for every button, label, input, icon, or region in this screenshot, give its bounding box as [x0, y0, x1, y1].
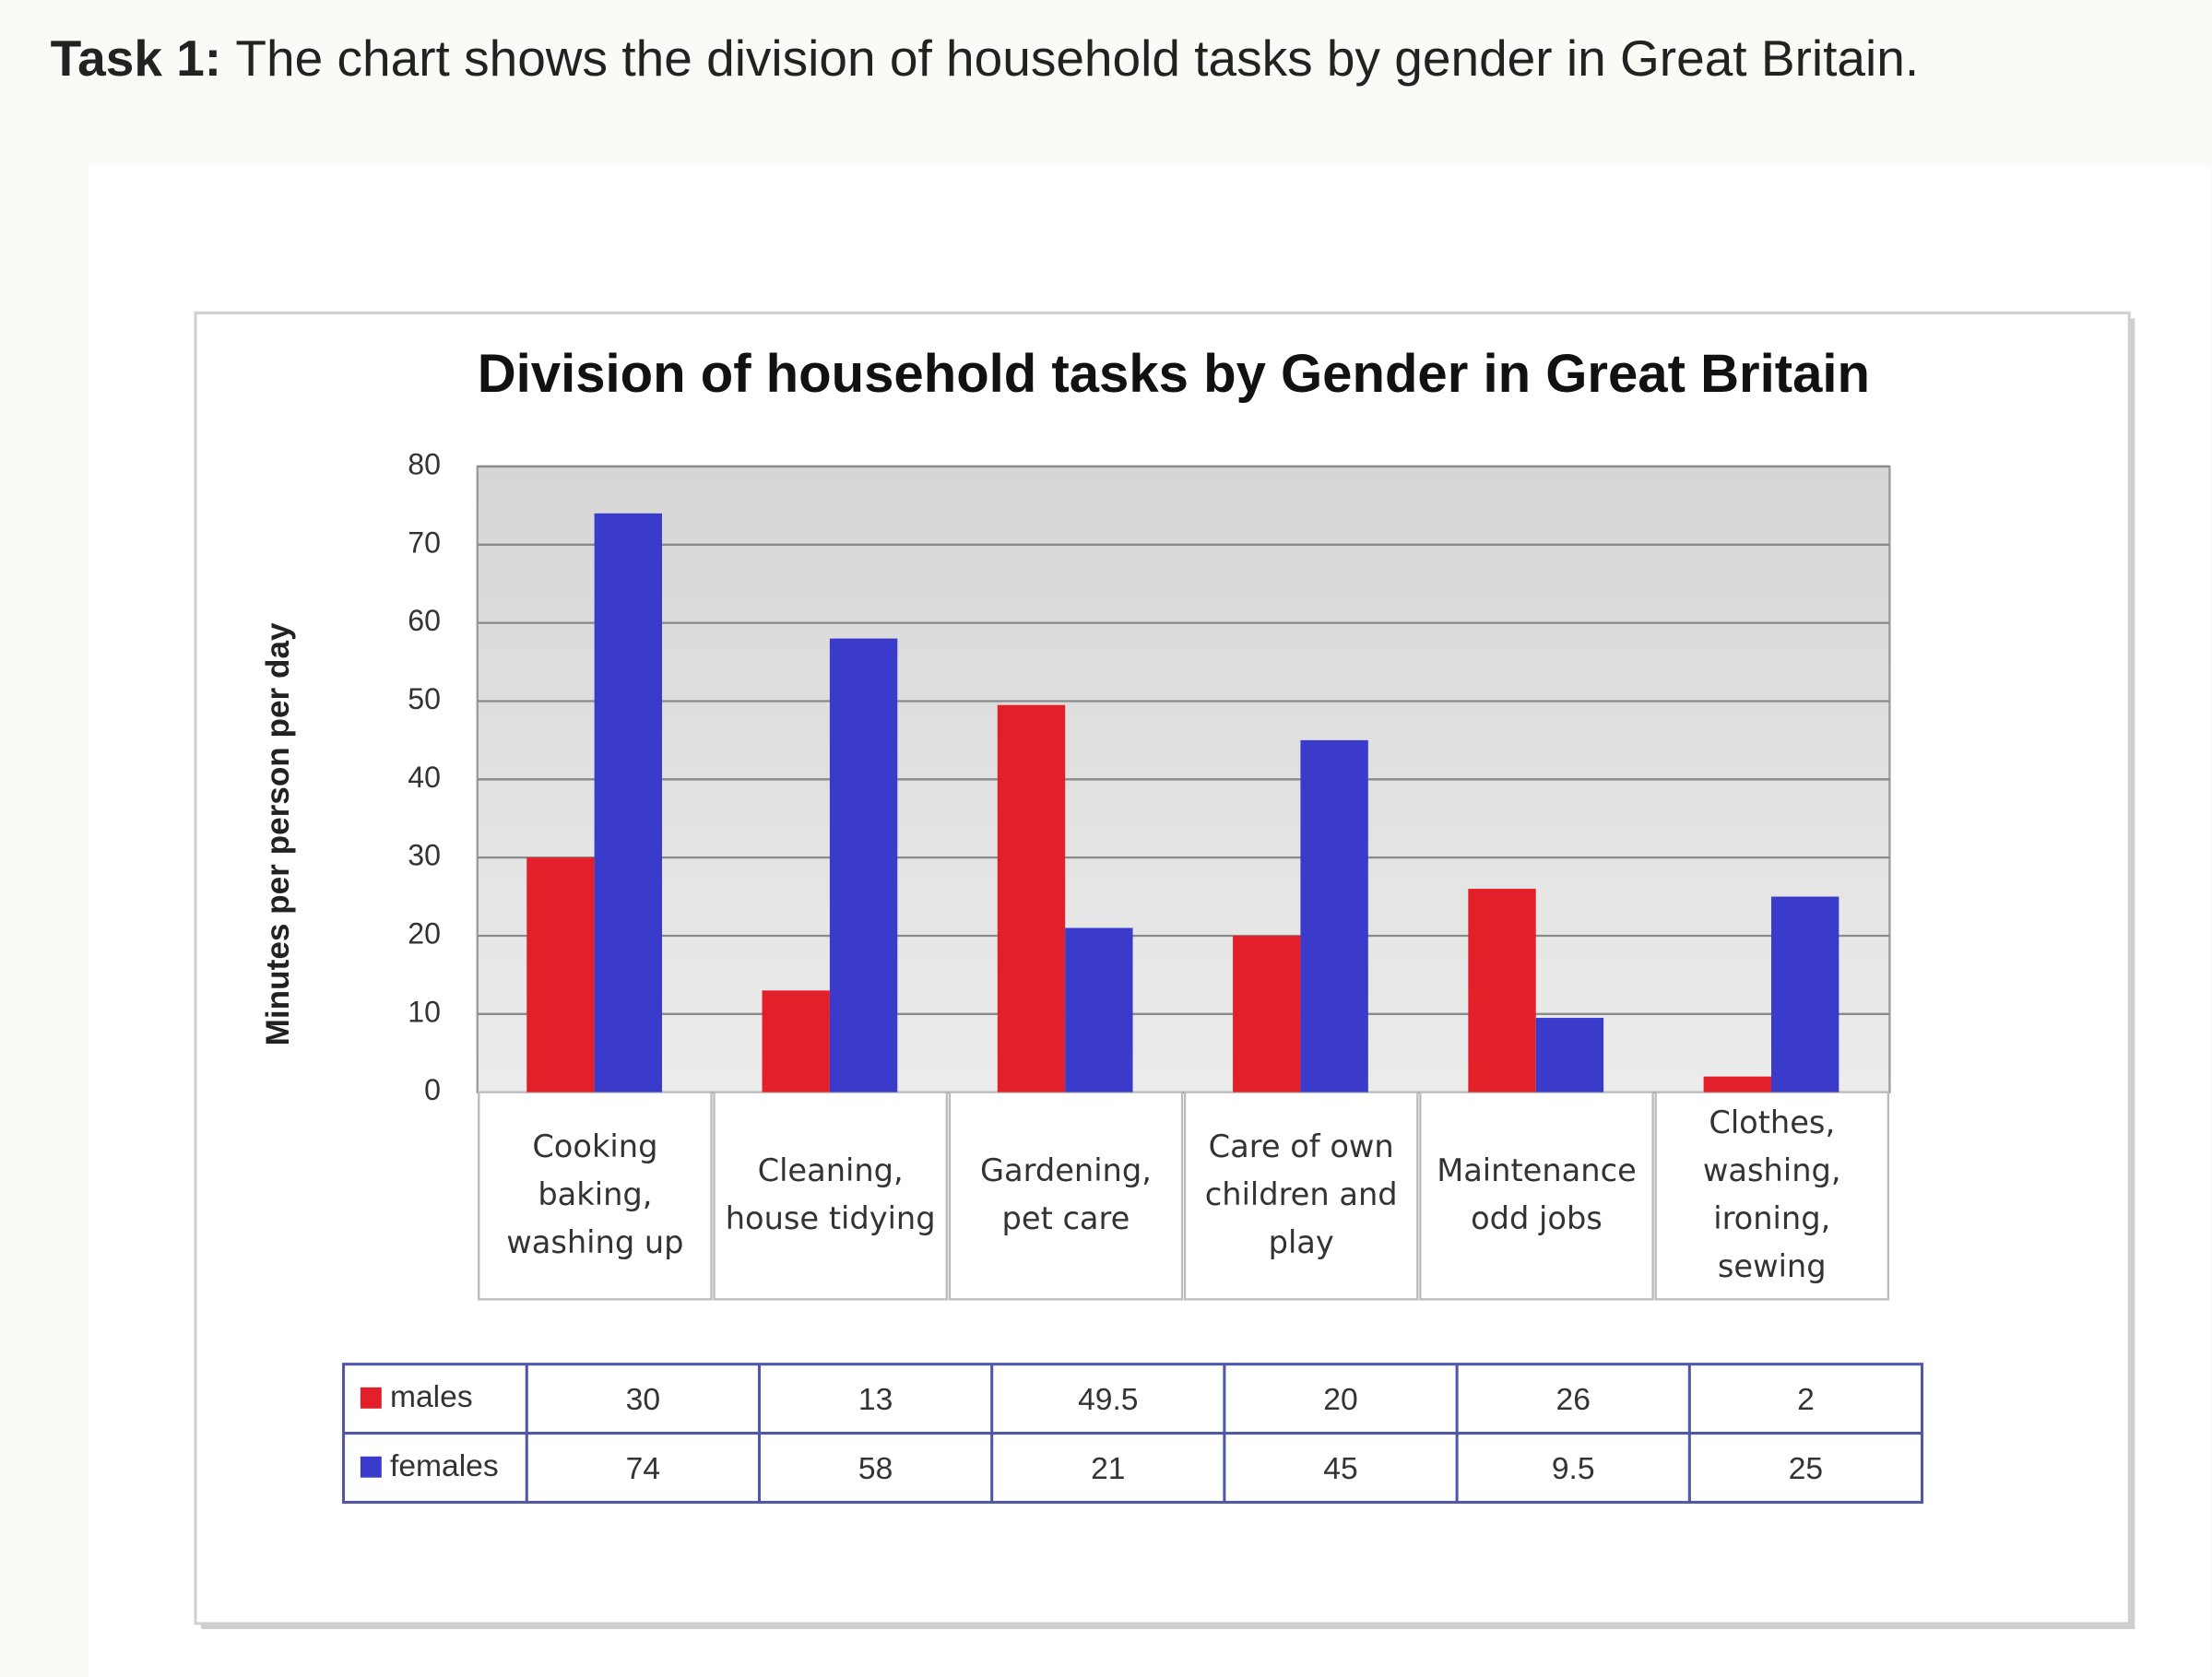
y-tick-label: 50: [408, 682, 441, 715]
chart-layer: 0 10 20 30 40 50 60 70 80 Cooking baking, washing…: [342, 447, 1924, 1504]
bar: [1468, 889, 1536, 1092]
data-label: 20: [1323, 1383, 1357, 1417]
y-tick-label: 10: [408, 995, 441, 1028]
category-cell: [1654, 1091, 1890, 1301]
bar: [594, 513, 662, 1092]
data-label: 45: [1323, 1452, 1357, 1486]
y-axis-label: Minutes per person per day: [260, 622, 296, 1045]
bar: [762, 990, 830, 1092]
y-tick-label: 30: [408, 839, 441, 872]
data-label: 2: [1797, 1383, 1815, 1417]
y-tick-label: 70: [408, 526, 441, 559]
y-tick-label: 40: [408, 761, 441, 794]
task-heading: Task 1: The chart shows the division of …: [51, 30, 1919, 87]
bar: [1703, 1076, 1771, 1092]
data-label: 13: [858, 1383, 893, 1417]
x-tick-label: Clothes, washing, ironing, sewing: [1702, 1105, 1841, 1285]
data-label: 49.5: [1078, 1383, 1138, 1417]
category-cell: [948, 1091, 1184, 1301]
chart-title: Division of household tasks by Gender in…: [478, 344, 1870, 404]
bar: [1300, 739, 1368, 1092]
category-label-box: Care of own children and play: [1204, 1129, 1398, 1261]
legend-label: males: [390, 1380, 473, 1414]
category-cell: [1419, 1091, 1654, 1301]
task-label: Task 1:: [51, 30, 222, 87]
category-label-box: Clothes, washing, ironing, sewing: [1702, 1105, 1841, 1285]
data-label: 26: [1556, 1383, 1591, 1417]
data-label: 21: [1091, 1452, 1125, 1486]
legend-label: females: [390, 1449, 499, 1483]
bar: [1770, 896, 1839, 1092]
category-cell: [1183, 1091, 1419, 1301]
x-tick-label: Cooking baking, washing up: [506, 1129, 684, 1261]
bar: [1535, 1018, 1604, 1092]
bar: [829, 638, 898, 1092]
y-tick-label: 80: [408, 447, 441, 480]
bar: [1065, 927, 1133, 1092]
category-label-box: Maintenance odd jobs: [1437, 1153, 1637, 1237]
bar: [526, 857, 595, 1092]
legend-swatch: [360, 1387, 382, 1409]
category-label-box: Gardening, pet care: [979, 1153, 1152, 1237]
category-label-box: Cooking baking, washing up: [506, 1129, 684, 1261]
x-tick-label: Cleaning, house tidying: [725, 1153, 936, 1237]
x-tick-label: Maintenance odd jobs: [1437, 1153, 1637, 1237]
data-label: 9.5: [1552, 1452, 1595, 1486]
bar: [1233, 935, 1301, 1092]
data-label: 74: [626, 1452, 660, 1486]
data-label: 58: [858, 1452, 893, 1486]
category-label-box: Cleaning, house tidying: [725, 1153, 936, 1237]
x-tick-label: Care of own children and play: [1204, 1129, 1398, 1261]
y-tick-label: 20: [408, 916, 441, 950]
y-tick-label: 60: [408, 604, 441, 637]
y-tick-label: 0: [424, 1073, 441, 1106]
bar: [997, 704, 1066, 1092]
legend-swatch: [360, 1456, 382, 1478]
data-label: 25: [1789, 1452, 1823, 1486]
x-tick-label: Gardening, pet care: [979, 1153, 1152, 1237]
category-cell: [713, 1091, 948, 1301]
task-text: The chart shows the division of househol…: [235, 30, 1919, 87]
data-label: 30: [626, 1383, 660, 1417]
